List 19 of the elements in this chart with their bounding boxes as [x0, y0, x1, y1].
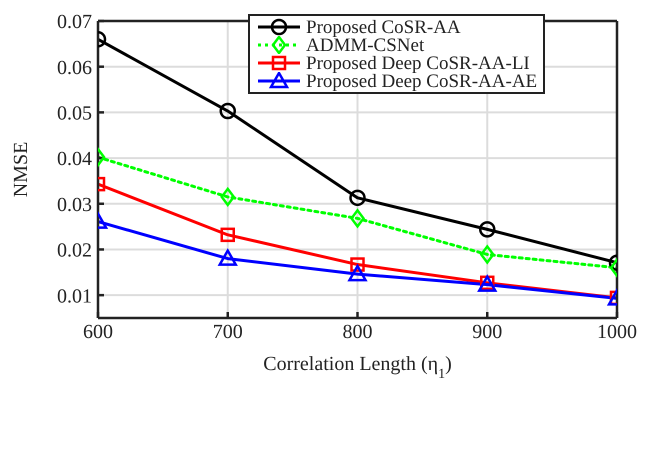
y-tick-label: 0.07 [57, 11, 92, 34]
legend-label: Proposed Deep CoSR-AA-LI [306, 52, 530, 74]
y-tick-label: 0.01 [57, 285, 92, 308]
y-tick-label: 0.06 [57, 56, 92, 79]
y-tick-label: 0.03 [57, 194, 92, 216]
y-tick-label: 0.05 [57, 102, 92, 124]
y-axis-title: NMSE [10, 142, 32, 198]
y-tick-label: 0.04 [57, 148, 92, 170]
x-tick-label: 1000 [597, 321, 637, 344]
point [348, 264, 367, 282]
x-tick-label: 700 [212, 321, 243, 344]
x-axis-title: Correlation Length (η$_{1}$) [263, 353, 452, 382]
point [350, 209, 365, 228]
x-tick-label: 800 [342, 321, 372, 344]
point [349, 190, 366, 206]
x-tick-label: 900 [472, 321, 502, 344]
y-tick-label: 0.02 [57, 240, 92, 262]
x-tick-label: 600 [83, 321, 113, 344]
legend-label: Proposed CoSR-AA [306, 16, 461, 38]
